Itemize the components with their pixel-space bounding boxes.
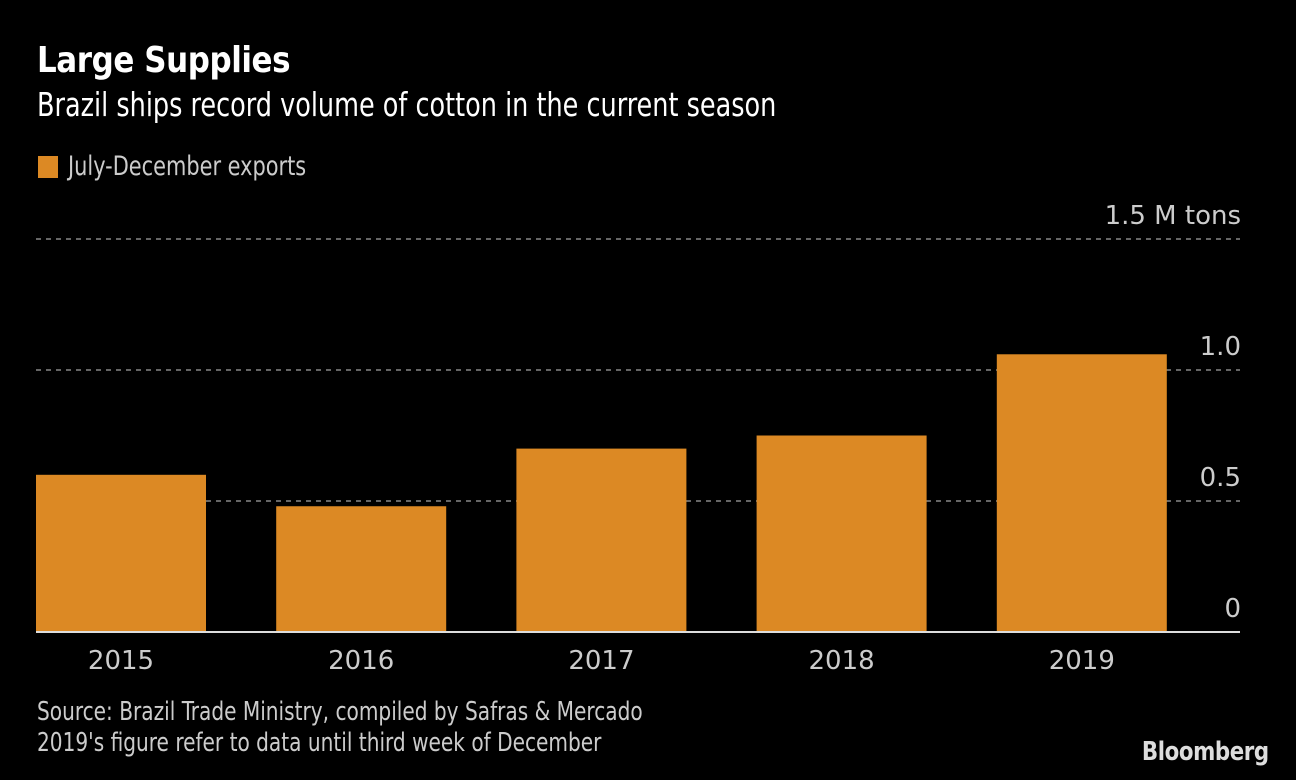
y-tick-label: 1.0: [1200, 332, 1241, 362]
source-note: Source: Brazil Trade Ministry, compiled …: [37, 697, 643, 759]
x-tick-label: 2015: [88, 646, 154, 676]
legend: July-December exports: [38, 151, 345, 182]
bar-2018: [756, 435, 927, 632]
y-tick-label: 0: [1224, 594, 1241, 624]
bar-2017: [516, 448, 687, 632]
chart-title: Large Supplies: [37, 40, 291, 81]
axes: 0 0.5 1.0 1.5 M tons 2015 2016 2017 2018 2019: [36, 201, 1241, 676]
y-tick-label: 1.5 M tons: [1105, 201, 1241, 231]
x-tick-label: 2018: [809, 646, 875, 676]
legend-swatch: [38, 155, 58, 178]
bars: [36, 354, 1167, 632]
bar-2019: [996, 354, 1167, 632]
x-tick-label: 2017: [568, 646, 634, 676]
source-text: Source: Brazil Trade Ministry, compiled …: [37, 697, 643, 727]
y-tick-label: 0.5: [1200, 463, 1241, 493]
x-tick-label: 2019: [1049, 646, 1115, 676]
bloomberg-logo: Bloomberg: [1142, 737, 1269, 767]
footnote-text: 2019's figure refer to data until third …: [37, 728, 602, 758]
x-tick-label: 2016: [328, 646, 394, 676]
bar-2015: [36, 474, 206, 632]
legend-label: July-December exports: [68, 151, 307, 182]
chart-subtitle: Brazil ships record volume of cotton in …: [37, 85, 777, 124]
bar-2016: [276, 506, 447, 632]
